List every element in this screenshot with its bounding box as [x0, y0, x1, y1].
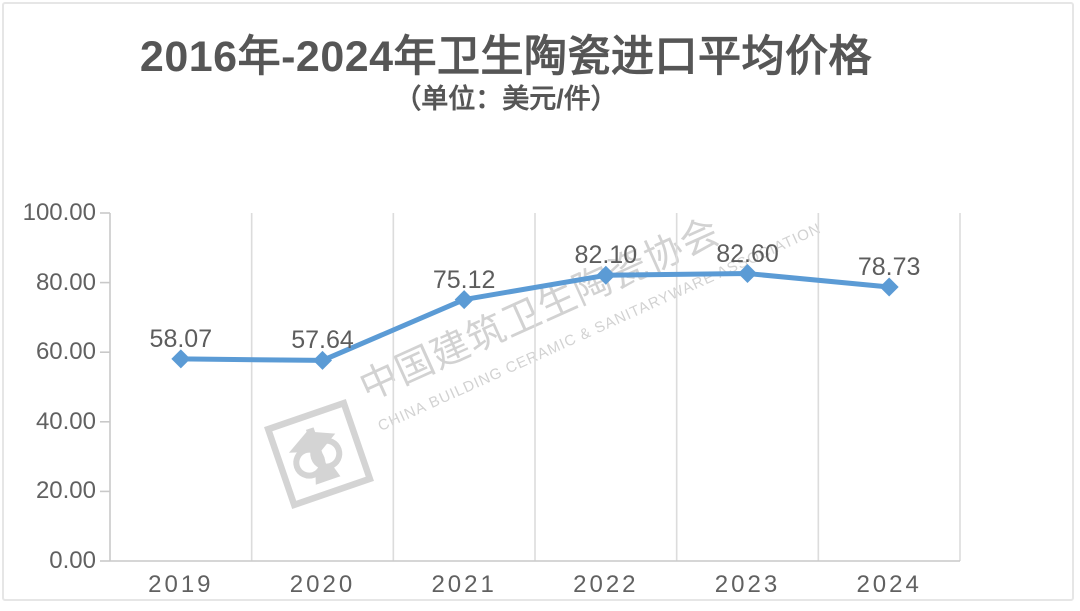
- chart-subtitle: （单位：美元/件）: [394, 84, 618, 114]
- chart-title: 2016年-2024年卫生陶瓷进口平均价格: [139, 33, 873, 81]
- series-line: [178, 271, 892, 363]
- card-border: [2, 2, 1074, 601]
- data-point-marker: [313, 350, 332, 370]
- association-logo-icon: [264, 399, 374, 509]
- data-point-marker: [738, 264, 757, 284]
- data-point-marker: [171, 349, 191, 369]
- data-point-marker: [879, 277, 899, 297]
- data-point-marker: [454, 290, 474, 310]
- data-point-marker: [596, 265, 616, 285]
